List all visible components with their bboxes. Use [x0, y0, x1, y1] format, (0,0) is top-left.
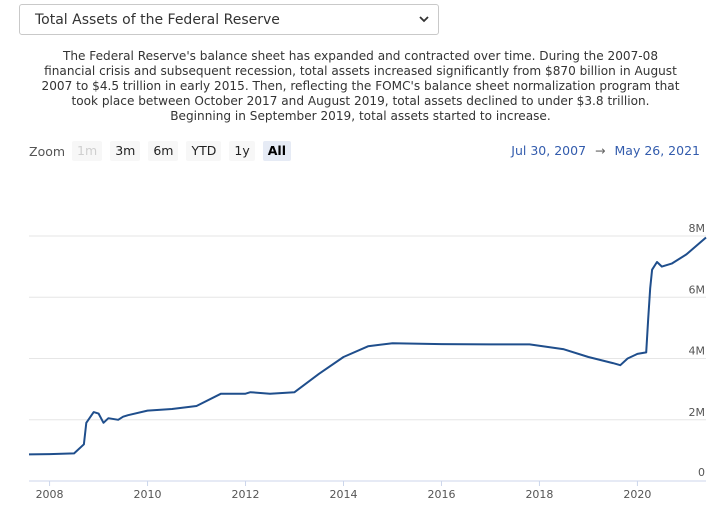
x-tick-label: 2016	[427, 488, 455, 501]
chart-selector-dropdown[interactable]: Total Assets of the Federal Reserve	[19, 4, 439, 35]
range-from-date[interactable]: Jul 30, 2007	[511, 143, 587, 158]
selector-value: Total Assets of the Federal Reserve	[35, 11, 280, 28]
y-tick-label: 0	[698, 466, 705, 479]
chevron-down-icon	[419, 16, 429, 23]
date-range: Jul 30, 2007 → May 26, 2021	[511, 143, 700, 158]
y-tick-label: 4M	[689, 345, 706, 358]
x-tick-label: 2014	[329, 488, 357, 501]
y-tick-label: 2M	[689, 406, 706, 419]
x-tick-label: 2020	[623, 488, 651, 501]
x-tick-label: 2008	[36, 488, 64, 501]
chart-description: The Federal Reserve's balance sheet has …	[41, 49, 680, 123]
y-tick-label: 6M	[689, 283, 706, 296]
zoom-ytd-button[interactable]: YTD	[186, 141, 222, 161]
zoom-all-button[interactable]: All	[262, 141, 291, 161]
x-tick-label: 2012	[232, 488, 260, 501]
zoom-label: Zoom	[29, 143, 66, 159]
zoom-3m-button[interactable]: 3m	[110, 141, 141, 161]
zoom-controls: Zoom 1m 3m 6m YTD 1y All	[29, 141, 299, 161]
range-arrow-icon: →	[595, 143, 606, 158]
series-line	[28, 236, 707, 456]
range-to-date[interactable]: May 26, 2021	[614, 143, 700, 158]
zoom-6m-button[interactable]: 6m	[148, 141, 179, 161]
zoom-1m-button[interactable]: 1m	[72, 141, 103, 161]
x-tick-label: 2010	[134, 488, 162, 501]
zoom-1y-button[interactable]: 1y	[229, 141, 255, 161]
y-tick-label: 8M	[689, 222, 706, 235]
x-tick-label: 2018	[525, 488, 553, 501]
